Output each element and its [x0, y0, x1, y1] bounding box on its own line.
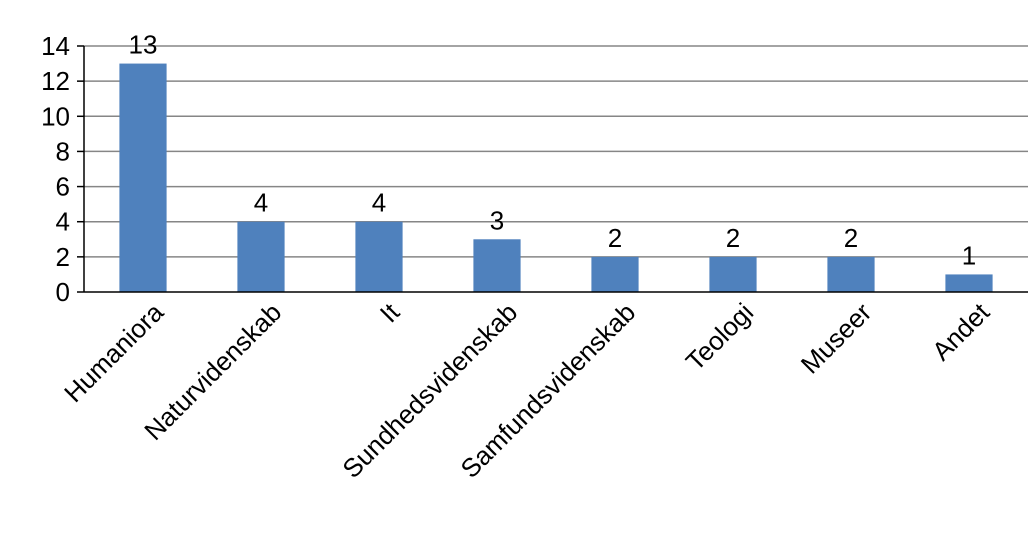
data-label: 2	[608, 223, 622, 253]
y-tick-label: 0	[56, 277, 70, 307]
data-label: 2	[726, 223, 740, 253]
bar-naturvidenskab	[237, 221, 285, 292]
bar-teologi	[709, 256, 757, 292]
data-label: 3	[490, 205, 504, 235]
data-label: 13	[129, 30, 158, 60]
bar-it	[355, 221, 403, 292]
bar-humaniora	[119, 63, 167, 293]
bar-sundhedsvidenskab	[473, 239, 521, 292]
axes	[77, 45, 1028, 293]
y-tick-label: 4	[56, 207, 70, 237]
category-label: Teologi	[680, 297, 759, 376]
y-tick-labels: 0 2 4 6 8 10 12 14	[41, 31, 70, 307]
data-label: 4	[372, 188, 386, 218]
category-label: Museer	[795, 297, 878, 380]
data-label: 4	[254, 188, 268, 218]
y-tick-label: 2	[56, 242, 70, 272]
y-tick-label: 12	[41, 66, 70, 96]
y-tick-label: 6	[56, 172, 70, 202]
y-tick-label: 10	[41, 101, 70, 131]
bar-andet	[945, 274, 993, 292]
category-label: It	[374, 296, 406, 328]
gridlines	[84, 45, 1028, 258]
y-tick-label: 8	[56, 136, 70, 166]
data-label: 1	[962, 240, 976, 270]
bar-samfundsvidenskab	[591, 256, 639, 292]
data-label: 2	[844, 223, 858, 253]
category-label: Andet	[926, 296, 996, 366]
category-label: Humaniora	[58, 297, 170, 409]
bars	[119, 63, 993, 293]
y-tick-label: 14	[41, 31, 70, 61]
bar-museer	[827, 256, 875, 292]
data-labels: 13 4 4 3 2 2 2 1	[129, 30, 977, 271]
